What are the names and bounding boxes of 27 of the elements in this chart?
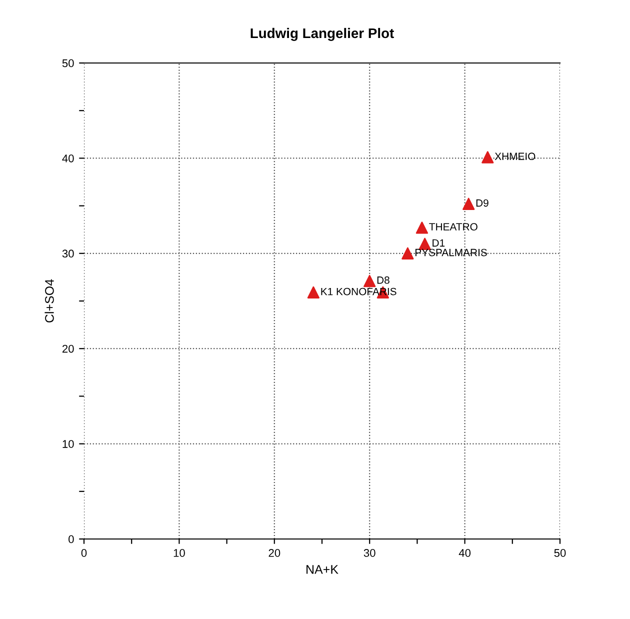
x-tick-label: 40 bbox=[458, 549, 471, 557]
y-tick-label: 20 bbox=[62, 344, 74, 353]
y-tick-label: 50 bbox=[62, 59, 74, 68]
y-tick-label: 0 bbox=[68, 535, 74, 544]
x-tick-label: 30 bbox=[364, 549, 376, 557]
point bbox=[482, 151, 494, 164]
y-axis-title: Cl+SO4 bbox=[44, 279, 54, 322]
x-tick-label: 10 bbox=[174, 549, 185, 557]
x-tick-label: 50 bbox=[554, 549, 566, 557]
annotation: D8 bbox=[377, 276, 390, 284]
annotation: THEATRO bbox=[429, 223, 478, 230]
y-tick-label: 10 bbox=[62, 440, 74, 448]
point bbox=[416, 222, 428, 234]
y-tick-label: 30 bbox=[62, 250, 74, 258]
point bbox=[364, 274, 376, 288]
point bbox=[402, 247, 414, 260]
y-tick-label: 40 bbox=[62, 154, 74, 162]
annotation: PYSPALMARIS bbox=[415, 248, 487, 256]
annotation: D9 bbox=[476, 199, 488, 207]
point bbox=[307, 286, 320, 299]
point bbox=[462, 198, 475, 210]
annotation: XHMEIO bbox=[494, 152, 536, 160]
x-tick-label: 20 bbox=[268, 549, 280, 557]
annotation: D1 bbox=[432, 239, 445, 247]
x-axis-title: NA+K bbox=[306, 565, 338, 574]
x-tick-label: 0 bbox=[81, 549, 87, 557]
chart-title: Ludwig Langelier Plot bbox=[250, 28, 394, 41]
